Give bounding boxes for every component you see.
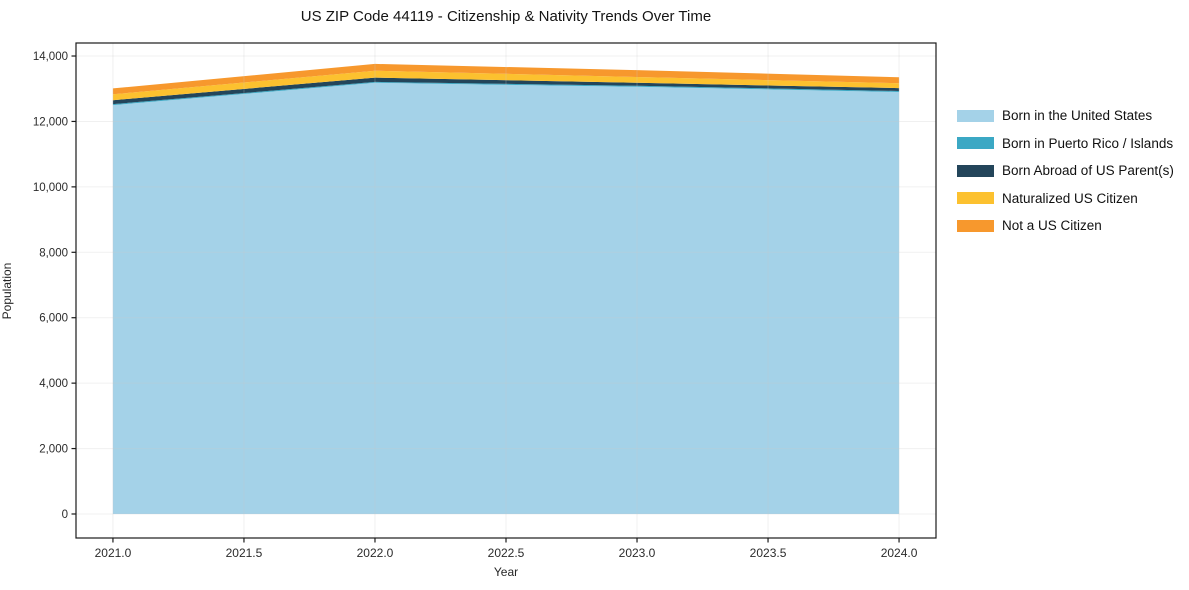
legend: Born in the United States Born in Puerto … bbox=[957, 102, 1174, 240]
legend-swatch-icon bbox=[957, 164, 994, 177]
legend-swatch-icon bbox=[957, 192, 994, 205]
x-tick-label: 2022.0 bbox=[357, 546, 394, 560]
y-tick-label: 8,000 bbox=[39, 247, 68, 259]
y-tick-label: 0 bbox=[62, 509, 68, 521]
legend-label: Naturalized US Citizen bbox=[1002, 190, 1138, 206]
legend-label: Born in Puerto Rico / Islands bbox=[1002, 135, 1174, 151]
area-series-0 bbox=[112, 82, 900, 515]
y-tick-label: 4,000 bbox=[39, 378, 68, 390]
legend-swatch-icon bbox=[957, 219, 994, 232]
area-series-2 bbox=[112, 77, 900, 105]
area-series-4 bbox=[112, 63, 900, 95]
legend-item: Born Abroad of US Parent(s) bbox=[957, 157, 1174, 185]
y-tick-label: 6,000 bbox=[39, 313, 68, 325]
chart-title: US ZIP Code 44119 - Citizenship & Nativi… bbox=[300, 8, 712, 25]
legend-item: Naturalized US Citizen bbox=[957, 185, 1174, 213]
legend-label: Born Abroad of US Parent(s) bbox=[1002, 163, 1174, 179]
legend-item: Not a US Citizen bbox=[957, 212, 1174, 240]
x-tick-label: 2021.0 bbox=[95, 546, 132, 560]
area-series-1 bbox=[112, 81, 900, 106]
y-tick-label: 2,000 bbox=[39, 444, 68, 456]
x-tick-label: 2023.5 bbox=[750, 546, 787, 560]
x-tick-label: 2023.0 bbox=[619, 546, 656, 560]
area-series-3 bbox=[112, 70, 900, 101]
x-axis-label: Year bbox=[493, 565, 519, 579]
legend-swatch-icon bbox=[957, 137, 994, 150]
legend-label: Born in the United States bbox=[1002, 108, 1153, 124]
x-tick-label: 2024.0 bbox=[881, 546, 918, 560]
y-tick-label: 12,000 bbox=[33, 116, 68, 128]
legend-swatch-icon bbox=[957, 109, 994, 122]
y-tick-label: 10,000 bbox=[33, 182, 68, 194]
legend-label: Not a US Citizen bbox=[1002, 218, 1102, 234]
legend-item: Born in Puerto Rico / Islands bbox=[957, 130, 1174, 158]
x-tick-label: 2022.5 bbox=[488, 546, 525, 560]
legend-item: Born in the United States bbox=[957, 102, 1174, 130]
y-tick-label: 14,000 bbox=[33, 51, 68, 63]
x-tick-label: 2021.5 bbox=[226, 546, 263, 560]
